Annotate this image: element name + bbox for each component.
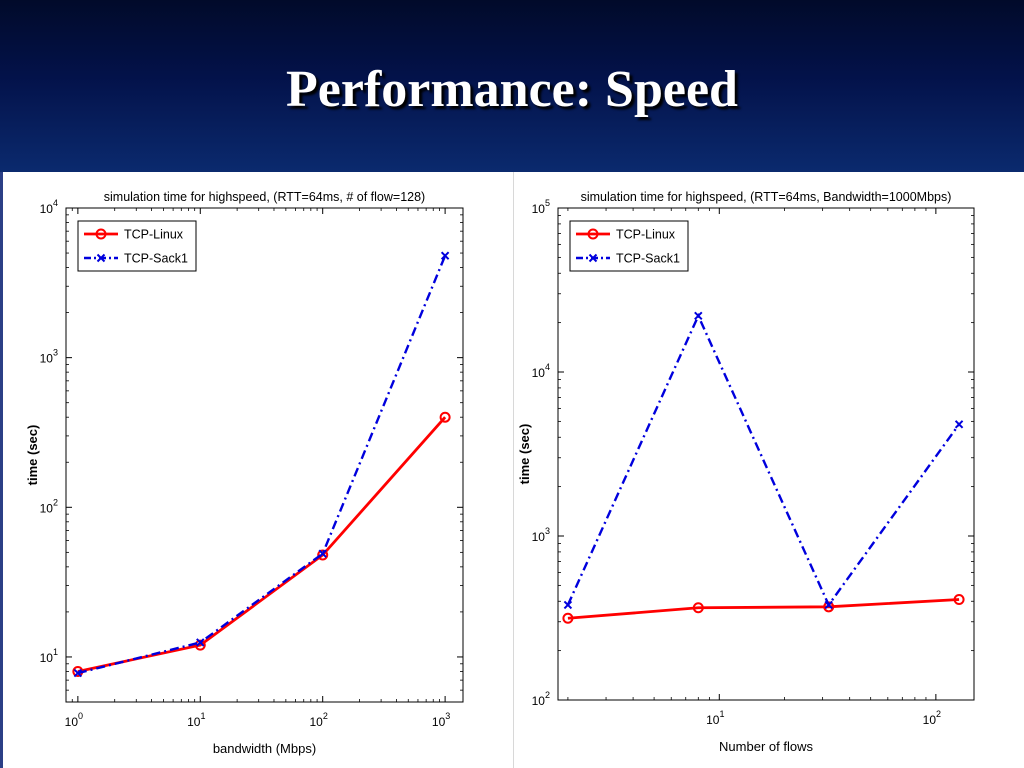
chart-panel-left: simulation time for highspeed, (RTT=64ms…	[0, 172, 505, 768]
x-tick-label: 103	[432, 711, 450, 729]
y-tick-label: 104	[40, 198, 58, 216]
y-tick-label: 102	[40, 497, 58, 515]
y-tick-label: 105	[532, 198, 550, 216]
y-tick-label: 103	[532, 526, 550, 544]
legend: TCP-Linux TCP-Sack1	[78, 221, 196, 271]
chart-title: simulation time for highspeed, (RTT=64ms…	[104, 190, 425, 204]
y-axis-label: time (sec)	[25, 425, 40, 486]
y-tick-label: 104	[532, 362, 550, 380]
chart-panel-right: simulation time for highspeed, (RTT=64ms…	[513, 172, 1024, 768]
slide-title: Performance: Speed	[0, 60, 1024, 119]
plot-frame	[558, 208, 974, 700]
plot-frame	[66, 208, 463, 702]
x-tick-label: 102	[923, 709, 941, 727]
y-axis-label: time (sec)	[517, 424, 532, 485]
legend-label: TCP-Linux	[616, 228, 676, 242]
chart-bandwidth: simulation time for highspeed, (RTT=64ms…	[3, 172, 508, 768]
chart-title: simulation time for highspeed, (RTT=64ms…	[581, 190, 952, 204]
chart-flows: simulation time for highspeed, (RTT=64ms…	[514, 172, 1024, 768]
legend: TCP-Linux TCP-Sack1	[570, 221, 688, 271]
x-tick-label: 101	[706, 709, 724, 727]
x-tick-label: 100	[65, 711, 83, 729]
x-axis-label: bandwidth (Mbps)	[213, 741, 316, 756]
x-axis-label: Number of flows	[719, 739, 813, 754]
legend-label: TCP-Linux	[124, 228, 184, 242]
x-tick-label: 101	[187, 711, 205, 729]
y-tick-label: 103	[40, 348, 58, 366]
slide-header: Performance: Speed	[0, 0, 1024, 172]
y-tick-label: 101	[40, 647, 58, 665]
legend-label: TCP-Sack1	[616, 252, 680, 266]
y-tick-label: 102	[532, 690, 550, 708]
legend-label: TCP-Sack1	[124, 252, 188, 266]
x-tick-label: 102	[310, 711, 328, 729]
